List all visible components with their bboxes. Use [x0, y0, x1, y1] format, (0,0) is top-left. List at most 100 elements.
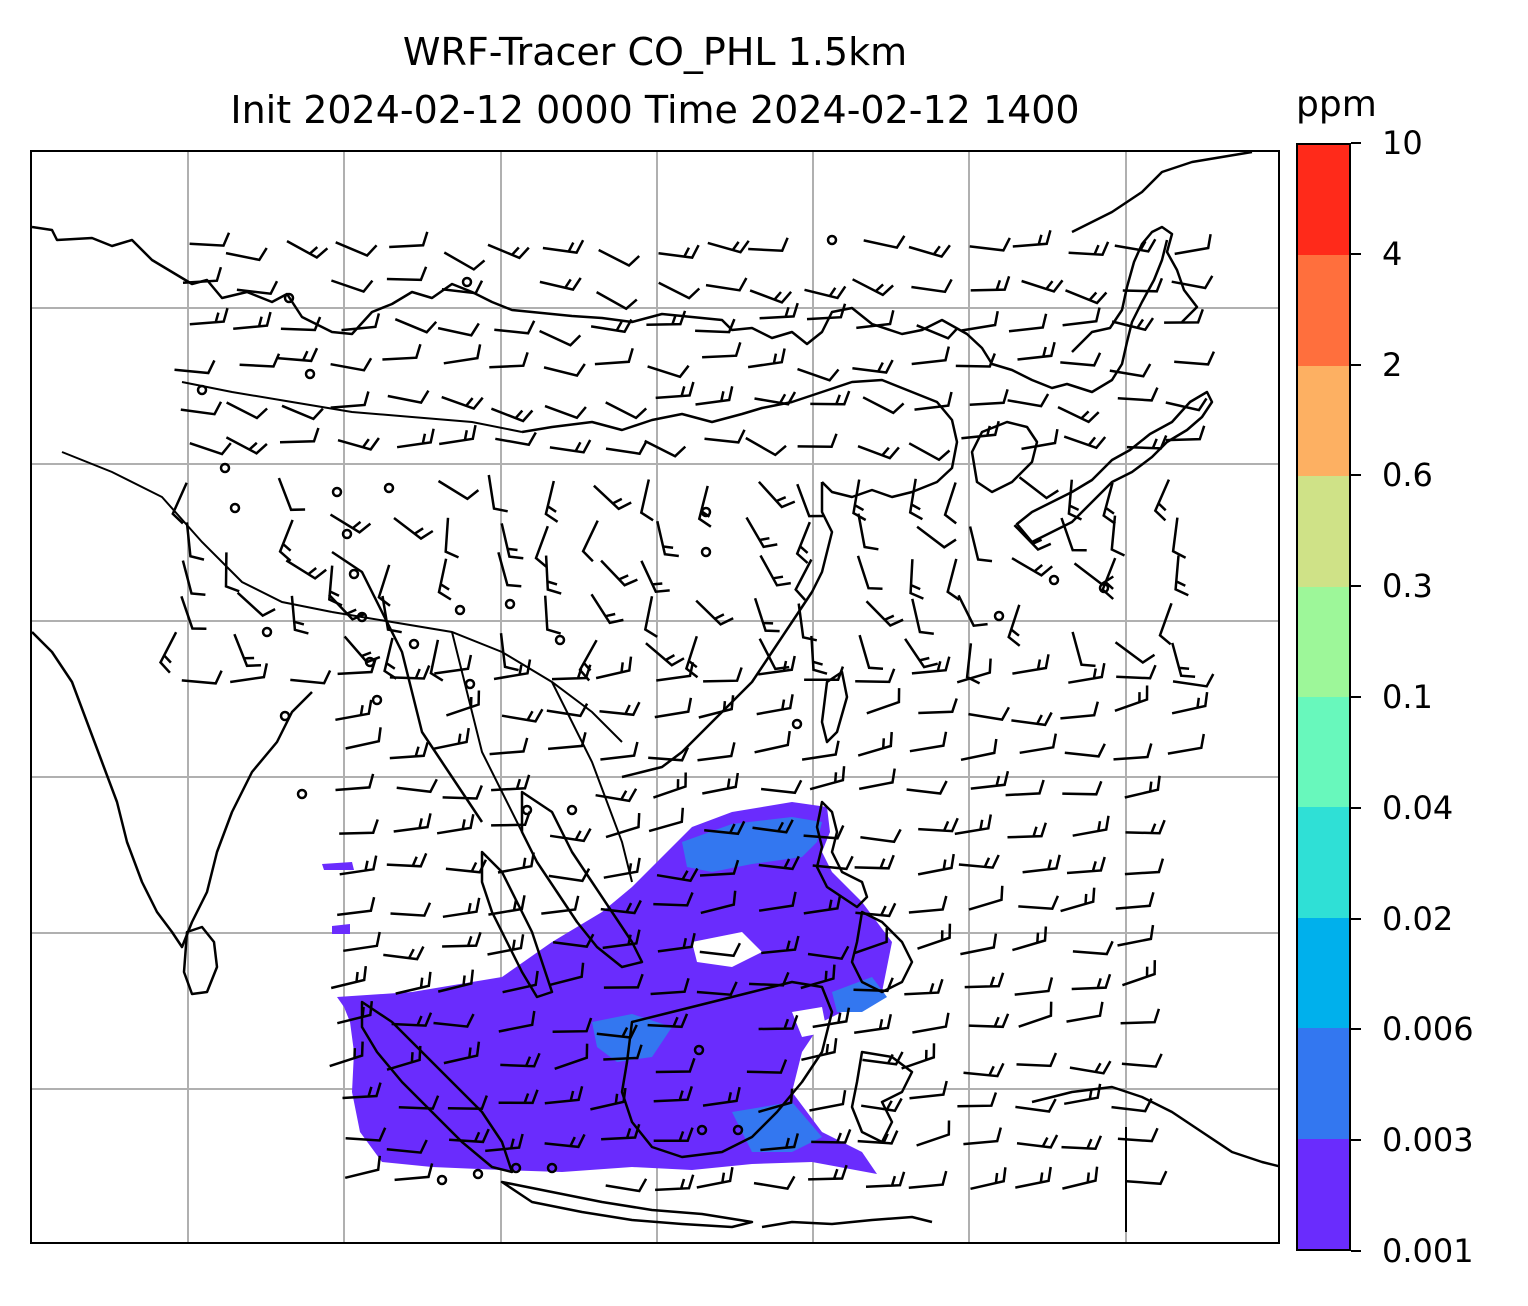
map-panel[interactable]	[30, 150, 1280, 1244]
wind-barb	[862, 396, 905, 415]
wind-barb	[861, 1097, 903, 1113]
wind-barb	[603, 857, 641, 879]
wind-barb	[753, 597, 780, 633]
wind-barb	[796, 483, 824, 518]
wind-barb	[801, 1038, 838, 1062]
wind-barb	[335, 773, 375, 792]
wind-barb	[180, 401, 223, 416]
wind-barb	[1121, 960, 1157, 987]
calm-wind-circle	[383, 482, 395, 494]
wind-barb	[648, 807, 685, 833]
wind-barb	[640, 560, 670, 594]
calm-wind-circle	[791, 718, 803, 730]
coastlines	[32, 152, 1278, 1229]
wind-barb	[702, 342, 742, 359]
colorbar-tick	[1351, 363, 1361, 366]
wind-barb	[436, 813, 475, 835]
wind-barb	[439, 424, 477, 446]
coastline-sumatra	[360, 1000, 514, 1174]
wind-barb	[1071, 631, 1096, 668]
wind-barb	[1174, 233, 1212, 256]
wind-barb	[442, 897, 481, 919]
wind-barb	[1068, 241, 1110, 256]
wind-barb	[960, 933, 998, 956]
colorbar-tick	[1351, 142, 1361, 144]
wind-barb	[968, 885, 1004, 911]
wind-barb	[699, 859, 740, 877]
wind-barb	[858, 634, 884, 670]
colorbar-tick-label: 0.006	[1382, 1010, 1474, 1049]
wind-barb	[1111, 317, 1155, 332]
calm-wind-circle	[521, 804, 533, 816]
wind-barb	[233, 311, 272, 331]
colorbar-segment	[1298, 586, 1349, 697]
wind-barb	[337, 896, 376, 917]
wind-barb	[808, 1164, 848, 1181]
wind-barb	[969, 389, 1009, 407]
wind-barb	[230, 663, 269, 684]
wind-barb	[277, 477, 306, 512]
wind-barb	[547, 731, 587, 751]
wind-barb	[605, 1178, 648, 1193]
wind-barb	[656, 661, 695, 682]
wind-barb	[487, 934, 525, 956]
wind-barb	[341, 313, 381, 332]
calm-wind-circle	[693, 1044, 705, 1056]
wind-barb	[865, 600, 904, 627]
wind-barb	[603, 1044, 643, 1061]
wind-barb	[958, 854, 1000, 869]
wind-barb	[601, 1123, 641, 1141]
wind-barb	[441, 395, 484, 410]
wind-barb	[393, 813, 432, 833]
wind-barb	[488, 895, 526, 916]
wind-barb	[964, 972, 1005, 989]
wind-barb	[442, 931, 482, 948]
wind-barb	[1016, 1134, 1059, 1149]
wind-barb	[1060, 352, 1102, 367]
wind-barb	[1016, 1052, 1058, 1068]
wind-barb	[702, 1086, 741, 1107]
wind-barb	[643, 595, 658, 638]
wind-barb	[449, 1128, 490, 1144]
wind-barb	[916, 324, 959, 340]
calm-wind-circle	[1098, 582, 1110, 594]
wind-barb	[278, 519, 294, 562]
wind-barb	[595, 656, 633, 680]
wind-barb	[387, 389, 430, 404]
colorbar-tick	[1351, 696, 1361, 698]
coastline-japan	[1015, 390, 1214, 544]
colorbar-segment	[1298, 917, 1349, 1029]
wind-barb	[1012, 229, 1052, 248]
calm-wind-circle	[732, 1124, 744, 1136]
wind-barb	[605, 440, 648, 456]
colorbar-tick-label: 0.001	[1382, 1232, 1474, 1270]
wind-barb	[1011, 711, 1053, 727]
coastline-china-south	[621, 482, 834, 779]
wind-barb	[697, 485, 712, 528]
wind-barb	[383, 637, 397, 680]
wind-barb	[442, 785, 483, 800]
wind-barb	[1171, 691, 1209, 715]
wind-barb	[549, 828, 592, 843]
wind-barb	[339, 819, 379, 835]
wind-barb	[493, 659, 532, 681]
wind-barb	[498, 1010, 536, 1033]
wind-barb	[600, 899, 642, 915]
wind-barb	[648, 746, 690, 762]
calm-wind-circle	[341, 528, 353, 540]
wind-barb	[534, 525, 549, 569]
wind-barb	[286, 240, 329, 260]
plume-gap	[692, 932, 762, 967]
calm-wind-circle	[296, 788, 308, 800]
wind-barb	[1066, 1001, 1104, 1023]
wind-barb	[700, 890, 737, 915]
wind-barb	[1126, 1170, 1168, 1186]
wind-barb	[704, 820, 746, 836]
wind-barb	[539, 329, 582, 347]
wind-barb	[1068, 662, 1106, 684]
wind-barb	[495, 431, 537, 447]
wind-barb	[695, 318, 736, 334]
wind-barb	[1072, 940, 1114, 956]
wind-barb	[171, 482, 188, 525]
calm-wind-circle	[348, 568, 360, 580]
